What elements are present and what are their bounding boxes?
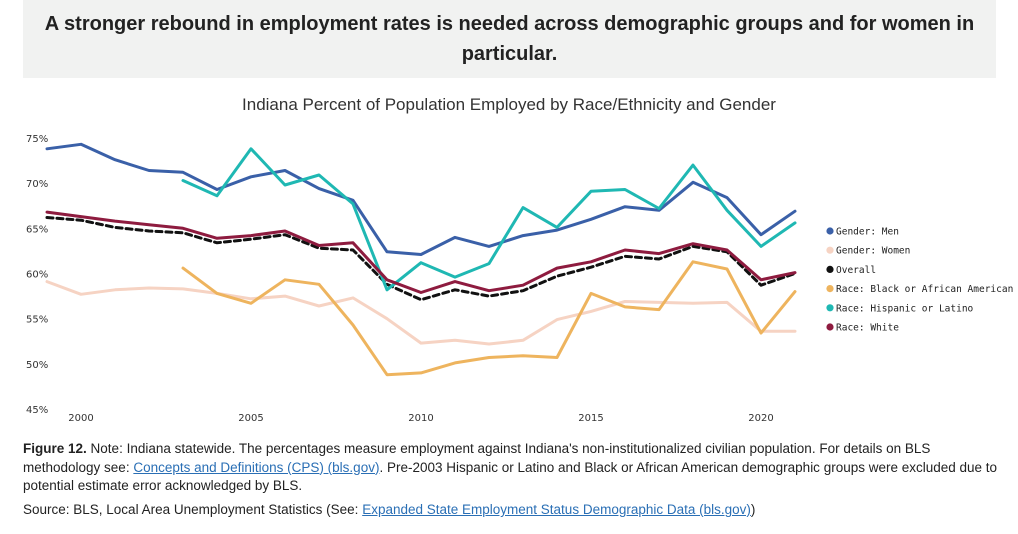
source-close: ) [750, 502, 756, 517]
headline: A stronger rebound in employment rates i… [44, 13, 975, 65]
x-tick-label: 2005 [238, 413, 263, 424]
caption-text-continued: . Pre-2003 Hispanic or Latino and Black … [23, 459, 998, 494]
bls-data-link[interactable]: Expanded State Employment Status Demogra… [362, 502, 751, 517]
x-tick-label: 2010 [408, 413, 433, 424]
legend-label: Race: White [836, 323, 899, 334]
legend-marker [826, 265, 834, 273]
series-line-2 [45, 216, 797, 302]
y-tick-label: 50% [26, 360, 48, 371]
caption-text: Note: Indiana statewide. The percentages… [23, 441, 931, 475]
x-tick-label: 2000 [68, 413, 93, 424]
y-tick-label: 65% [26, 224, 48, 235]
legend-marker [826, 304, 834, 312]
figure-caption: Figure 12. Note: Indiana statewide. The … [23, 440, 998, 496]
legend-marker [826, 246, 834, 254]
legend-label: Race: Black or African American [836, 284, 1013, 295]
legend-label: Gender: Women [836, 246, 910, 257]
legend-label: Race: Hispanic or Latino [836, 303, 974, 314]
cps-definitions-link[interactable]: Concepts and Definitions (CPS) (bls.gov) [133, 459, 380, 475]
legend-marker [826, 285, 834, 293]
series-line-0 [45, 142, 797, 256]
y-tick-label: 60% [26, 270, 48, 281]
series-line-4 [181, 147, 797, 292]
x-tick-label: 2020 [748, 413, 773, 424]
figure-label: Figure 12. [23, 441, 87, 456]
chart-title: Indiana Percent of Population Employed b… [242, 95, 776, 114]
source-text: Source: BLS, Local Area Unemployment Sta… [23, 502, 359, 517]
legend-label: Gender: Men [836, 227, 899, 238]
source-line: Source: BLS, Local Area Unemployment Sta… [23, 502, 998, 517]
legend-marker [826, 227, 834, 235]
legend-marker [826, 323, 834, 331]
y-tick-label: 45% [26, 405, 48, 416]
legend-label: Overall [836, 265, 876, 276]
headline-banner: A stronger rebound in employment rates i… [23, 0, 996, 78]
y-tick-label: 75% [26, 134, 48, 145]
y-tick-label: 55% [26, 315, 48, 326]
y-tick-label: 70% [26, 179, 48, 190]
series-line-3 [181, 260, 797, 377]
x-tick-label: 2015 [578, 413, 603, 424]
series-line-5 [45, 210, 797, 294]
series-line-1 [45, 280, 797, 346]
